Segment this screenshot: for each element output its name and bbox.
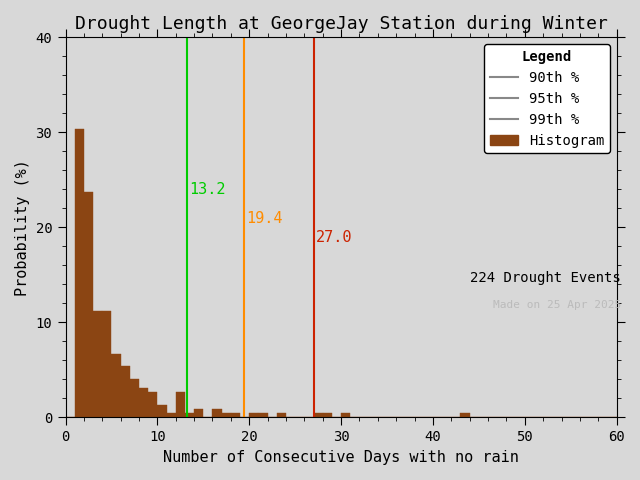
- Title: Drought Length at GeorgeJay Station during Winter: Drought Length at GeorgeJay Station duri…: [75, 15, 607, 33]
- Text: 27.0: 27.0: [316, 229, 353, 244]
- Bar: [276, 413, 286, 417]
- Bar: [212, 408, 221, 417]
- Bar: [176, 392, 185, 417]
- Bar: [102, 311, 111, 417]
- Bar: [166, 413, 176, 417]
- Bar: [139, 388, 148, 417]
- Bar: [148, 392, 157, 417]
- X-axis label: Number of Consecutive Days with no rain: Number of Consecutive Days with no rain: [163, 450, 519, 465]
- Bar: [120, 366, 130, 417]
- Bar: [221, 413, 231, 417]
- Text: 224 Drought Events: 224 Drought Events: [470, 271, 621, 285]
- Text: 13.2: 13.2: [189, 182, 226, 197]
- Y-axis label: Probability (%): Probability (%): [15, 159, 30, 296]
- Bar: [231, 413, 240, 417]
- Text: 19.4: 19.4: [246, 211, 283, 226]
- Bar: [323, 413, 332, 417]
- Bar: [185, 413, 194, 417]
- Bar: [341, 413, 350, 417]
- Bar: [93, 311, 102, 417]
- Bar: [460, 413, 470, 417]
- Bar: [111, 354, 120, 417]
- Bar: [157, 405, 166, 417]
- Bar: [75, 129, 84, 417]
- Bar: [194, 408, 204, 417]
- Bar: [249, 413, 259, 417]
- Bar: [314, 413, 323, 417]
- Bar: [84, 192, 93, 417]
- Text: Made on 25 Apr 2025: Made on 25 Apr 2025: [493, 300, 621, 310]
- Legend: 90th %, 95th %, 99th %, Histogram: 90th %, 95th %, 99th %, Histogram: [484, 44, 610, 153]
- Bar: [130, 379, 139, 417]
- Bar: [259, 413, 268, 417]
